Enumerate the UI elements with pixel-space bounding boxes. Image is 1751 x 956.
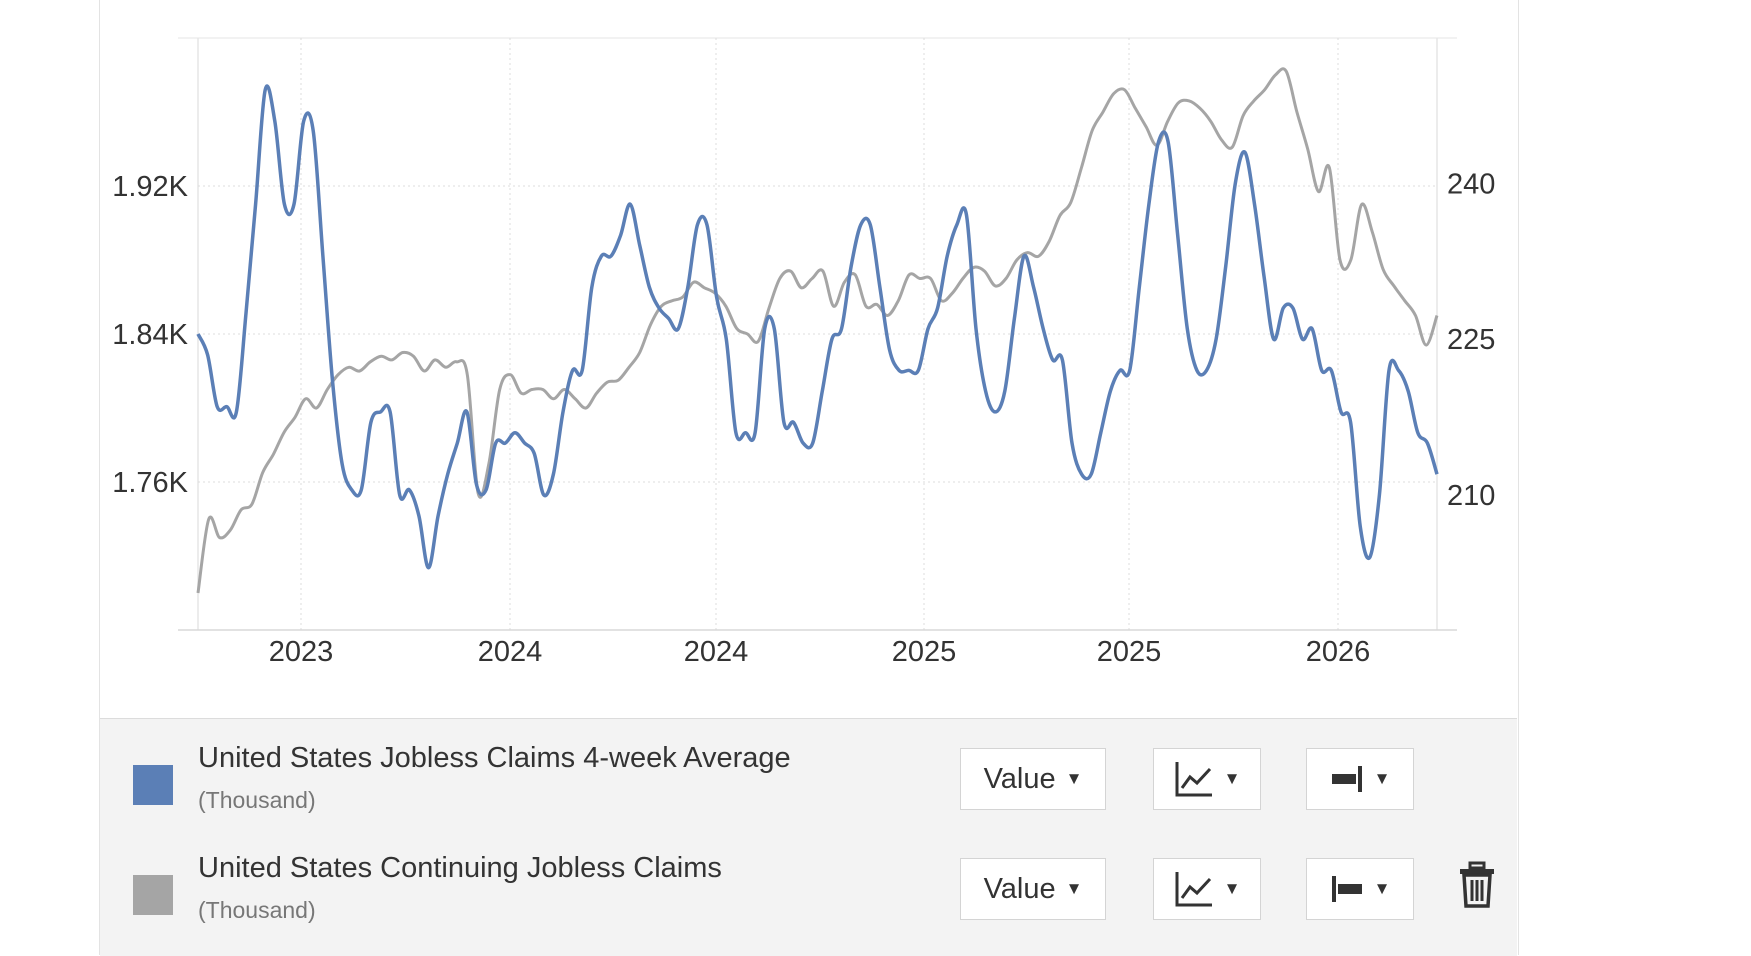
series-color-swatch[interactable] bbox=[133, 765, 173, 805]
chart-type-dropdown[interactable]: ▼ bbox=[1153, 748, 1261, 810]
x-tick-label: 2023 bbox=[269, 636, 334, 668]
chart: 1.92K 1.84K 1.76K 240 225 210 2023 2024 2024 2025… bbox=[112, 37, 1495, 668]
caret-down-icon: ▼ bbox=[1373, 879, 1391, 898]
chart-type-dropdown[interactable]: ▼ bbox=[1153, 858, 1261, 920]
series-line-jobless-claims-4wk-avg bbox=[196, 84, 1439, 570]
right-tick-label: 210 bbox=[1447, 480, 1495, 512]
caret-down-icon: ▼ bbox=[1065, 769, 1083, 788]
value-dropdown[interactable]: Value ▼ bbox=[960, 748, 1106, 810]
right-tick-label: 225 bbox=[1447, 324, 1495, 356]
axis-dropdown[interactable]: ▼ bbox=[1306, 858, 1414, 920]
caret-down-icon: ▼ bbox=[1065, 879, 1083, 898]
caret-down-icon: ▼ bbox=[1373, 769, 1391, 788]
axis-left-icon bbox=[1331, 876, 1362, 902]
trash-icon[interactable] bbox=[1457, 861, 1497, 909]
left-tick-label: 1.92K bbox=[112, 171, 188, 203]
left-tick-label: 1.76K bbox=[112, 467, 188, 499]
series-unit: (Thousand) bbox=[198, 787, 316, 813]
value-dropdown-label: Value bbox=[983, 872, 1056, 905]
caret-down-icon: ▼ bbox=[1223, 769, 1241, 788]
axis-dropdown[interactable]: ▼ bbox=[1306, 748, 1414, 810]
value-dropdown-label: Value bbox=[983, 762, 1056, 795]
legend-area: United States Jobless Claims 4-week Aver… bbox=[100, 718, 1517, 956]
line-chart-icon bbox=[1175, 762, 1212, 797]
series-name: United States Jobless Claims 4-week Aver… bbox=[198, 742, 791, 774]
line-chart-icon bbox=[1175, 872, 1212, 907]
series-unit: (Thousand) bbox=[198, 897, 316, 923]
series-color-swatch[interactable] bbox=[133, 875, 173, 915]
legend-row-1: United States Jobless Claims 4-week Aver… bbox=[100, 719, 1517, 829]
caret-down-icon: ▼ bbox=[1223, 879, 1241, 898]
value-dropdown[interactable]: Value ▼ bbox=[960, 858, 1106, 920]
axes: 1.92K 1.84K 1.76K 240 225 210 2023 2024 2024 2025… bbox=[112, 168, 1495, 668]
x-tick-label: 2026 bbox=[1306, 636, 1371, 668]
axis-right-icon bbox=[1331, 766, 1362, 792]
right-tick-label: 240 bbox=[1447, 168, 1495, 200]
x-tick-label: 2024 bbox=[684, 636, 749, 668]
x-tick-label: 2025 bbox=[892, 636, 957, 668]
legend-row-2: United States Continuing Jobless Claims … bbox=[100, 829, 1517, 939]
grid bbox=[178, 37, 1457, 630]
series-name: United States Continuing Jobless Claims bbox=[198, 852, 722, 884]
x-tick-label: 2025 bbox=[1097, 636, 1162, 668]
x-tick-label: 2024 bbox=[478, 636, 543, 668]
left-tick-label: 1.84K bbox=[112, 319, 188, 351]
series-line-continuing-jobless-claims bbox=[196, 67, 1439, 594]
series-layer bbox=[196, 67, 1439, 594]
